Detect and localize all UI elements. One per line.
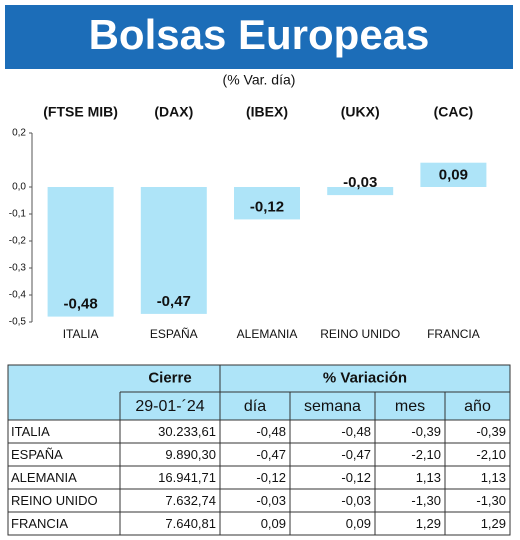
value-label: -0,12 [250,198,284,215]
table-border [7,364,511,536]
bar [140,187,207,314]
table-subheader: día [244,398,266,415]
table-subheader: semana [304,398,361,415]
table-cell: 1,13 [416,470,441,485]
table-cell: -0,12 [341,470,371,485]
y-tick-label: -0,5 [9,317,27,328]
table-cell: -2,10 [476,447,506,462]
y-tick-label: 0,0 [12,182,26,193]
table-cell: 1,29 [481,516,506,531]
table-cell: -0,39 [411,424,441,439]
table-cell: -1,30 [411,493,441,508]
index-label: (UKX) [341,104,380,120]
x-tick-label: FRANCIA [427,327,480,341]
table-cell: -0,03 [341,493,371,508]
y-tick-label: 0,2 [12,128,26,139]
table-cell: 7.632,74 [165,493,216,508]
y-tick-label: -0,3 [9,263,27,274]
index-label: (CAC) [434,104,474,120]
table-cell: -0,39 [476,424,506,439]
table-cell: ITALIA [11,424,50,439]
x-tick-label: ALEMANIA [237,327,298,341]
table-cell: 16.941,71 [158,470,216,485]
index-label: (FTSE MIB) [43,104,118,120]
value-label: -0,03 [343,174,377,191]
table-cell: -0,12 [256,470,286,485]
chart-subtitle: (% Var. día) [223,72,296,88]
value-label: -0,47 [157,293,191,310]
table-cell: REINO UNIDO [11,493,98,508]
table-cell: 9.890,30 [165,447,216,462]
table-cell: 7.640,81 [165,516,216,531]
table-header: % Variación [323,369,407,386]
table-cell: 1,13 [481,470,506,485]
bar [327,187,394,196]
x-tick-label: REINO UNIDO [320,327,400,341]
table-header: Cierre [148,369,191,386]
table-cell: -1,30 [476,493,506,508]
x-tick-label: ESPAÑA [150,327,198,341]
y-tick-label: -0,4 [9,290,27,301]
table-cell: FRANCIA [11,516,68,531]
table-cell: 0,09 [261,516,286,531]
bar [47,187,114,317]
table-cell: -0,47 [341,447,371,462]
chart-title: Bolsas Europeas [89,11,430,58]
table-cell: 1,29 [416,516,441,531]
table-cell: -0,47 [256,447,286,462]
y-tick-label: -0,2 [9,236,27,247]
bar [234,187,300,220]
value-label: -0,48 [63,296,97,313]
table-subheader: 29-01-´24 [135,398,204,415]
title-banner [5,5,513,69]
table-cell: ESPAÑA [11,447,63,462]
value-label: 0,09 [439,167,468,184]
table-cell: ALEMANIA [11,470,77,485]
index-label: (DAX) [154,104,193,120]
table-cell: -0,48 [341,424,371,439]
bar [420,162,487,187]
table-cell: -2,10 [411,447,441,462]
index-label: (IBEX) [246,104,288,120]
table-cell: 30.233,61 [158,424,216,439]
table-cell: 0,09 [346,516,371,531]
table-subheader: año [464,398,491,415]
y-tick-label: -0,1 [9,209,27,220]
table-subheader: mes [395,398,425,415]
table-cell: -0,48 [256,424,286,439]
table-cell: -0,03 [256,493,286,508]
x-tick-label: ITALIA [63,327,99,341]
